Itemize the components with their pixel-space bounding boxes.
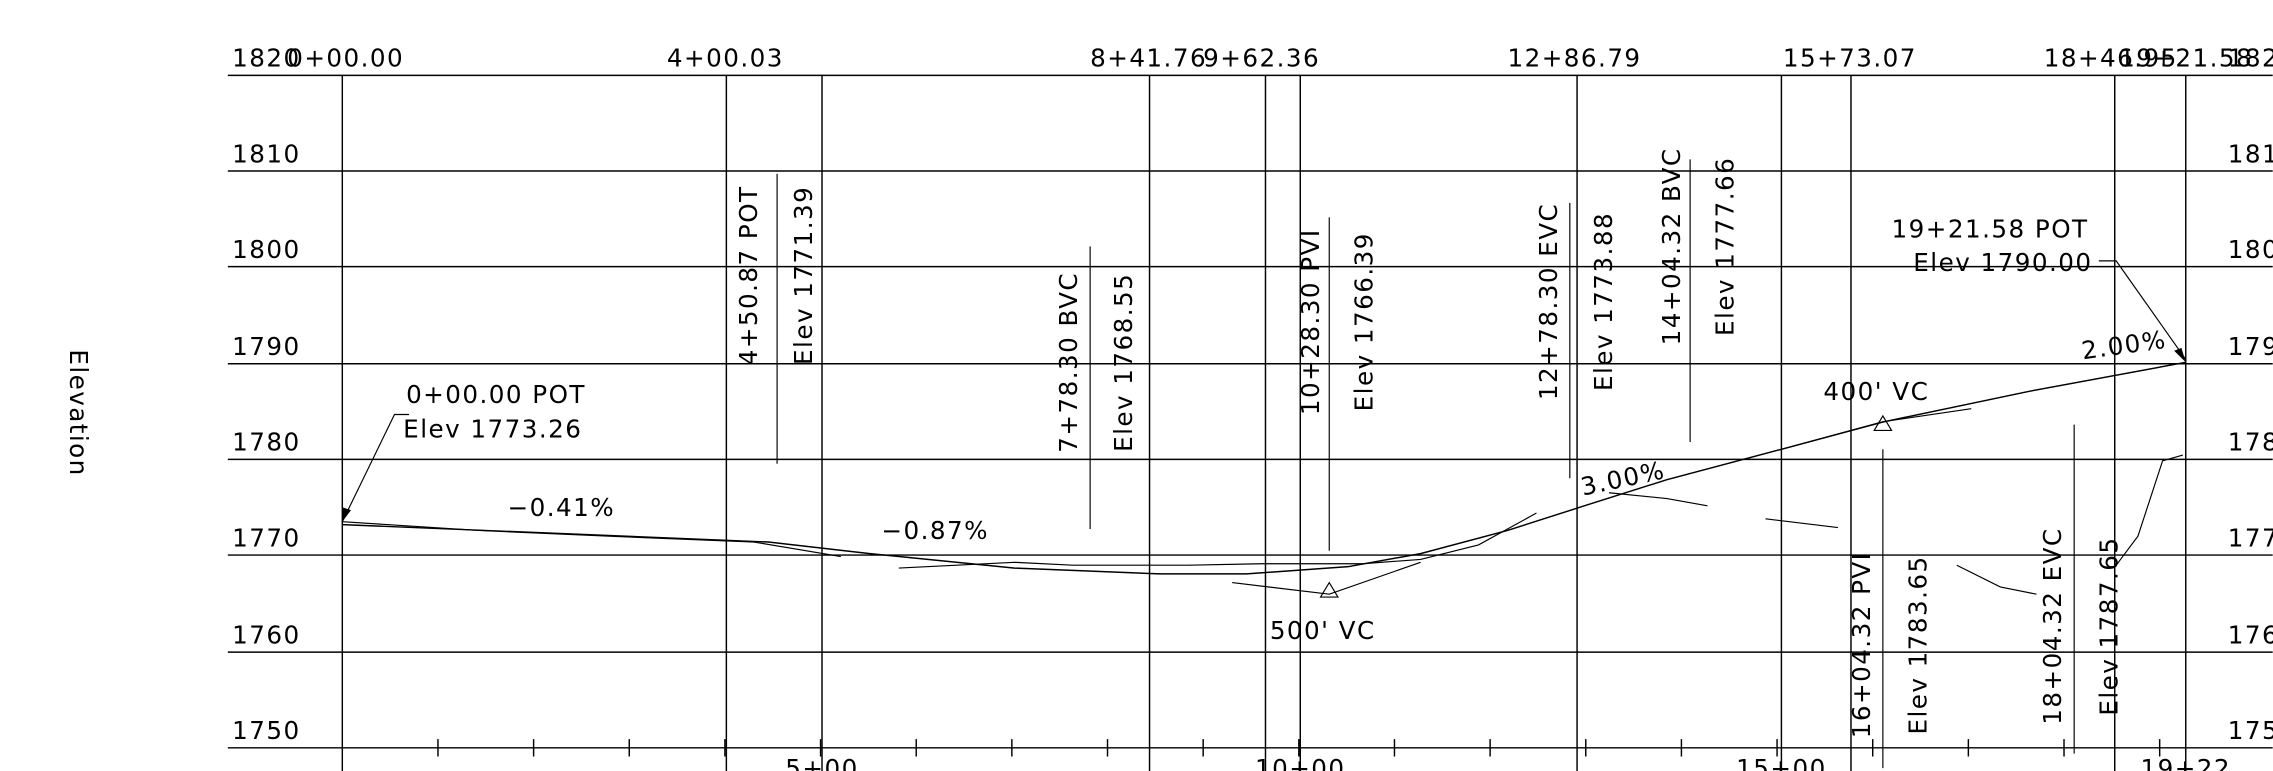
- point-label: 16+04.32 PVI: [1847, 552, 1876, 739]
- curve-label: 500' VC: [1270, 616, 1376, 645]
- station-label: 10+00: [1255, 754, 1346, 771]
- vc-tangent: [1781, 408, 1972, 450]
- station-label: 18+46.95: [2044, 44, 2178, 73]
- existing-ground: [342, 521, 841, 558]
- grade-label: −0.41%: [508, 493, 616, 522]
- point-label: 18+04.32 EVC: [2038, 527, 2067, 724]
- elevation-label: 1800: [232, 235, 300, 264]
- elevation-label: 1780: [232, 428, 300, 457]
- point-label: Elev 1766.39: [1350, 232, 1379, 411]
- station-label: 15+73.07: [1783, 44, 1917, 73]
- station-label: 19+21.58: [2119, 44, 2253, 73]
- leader: [2098, 260, 2187, 360]
- point-label: 0+00.00 POT: [406, 380, 586, 409]
- station-label: 19+22: [2140, 754, 2231, 771]
- elevation-label: 1770: [232, 523, 300, 552]
- elevation-label: 1750: [2228, 716, 2273, 745]
- elevation-label: 1750: [232, 716, 300, 745]
- existing-ground: [1608, 492, 1708, 507]
- elevation-label: 1760: [232, 620, 300, 649]
- pvi-triangle: [1319, 581, 1339, 598]
- curve-label: 400' VC: [1823, 377, 1929, 406]
- elevation-label: 1810: [232, 139, 300, 168]
- arrowhead: [2174, 347, 2186, 363]
- point-label: Elev 1773.26: [403, 415, 582, 444]
- point-label: 14+04.32 BVC: [1657, 147, 1686, 345]
- station-label: 5+00: [785, 754, 858, 771]
- grade-label: 2.00%: [2080, 325, 2169, 366]
- vc-tangent: [1232, 561, 1421, 595]
- station-label: 8+41.76: [1090, 44, 1207, 73]
- pvi-triangle: [1873, 414, 1893, 432]
- point-label: 10+28.30 PVI: [1296, 228, 1325, 415]
- point-label: 4+50.87 POT: [734, 185, 763, 365]
- point-label: Elev 1790.00: [1913, 248, 2092, 277]
- existing-ground: [2115, 454, 2184, 566]
- arrowhead: [342, 507, 352, 522]
- point-label: Elev 1777.66: [1711, 157, 1740, 336]
- leader: [341, 413, 409, 522]
- elevation-label: 1780: [2228, 428, 2273, 457]
- station-label: 15+00: [1736, 754, 1827, 771]
- station-label: 12+86.79: [1508, 44, 1642, 73]
- station-label: 0+00.00: [287, 44, 404, 73]
- existing-ground: [898, 512, 1537, 569]
- point-label: Elev 1783.65: [1903, 555, 1932, 734]
- elevation-label: 1810: [2228, 139, 2273, 168]
- elevation-label: 1790: [232, 332, 300, 361]
- station-label: 4+00.03: [667, 44, 784, 73]
- elevation-label: 1820: [232, 44, 300, 73]
- elevation-label: 1790: [2228, 332, 2273, 361]
- elevation-label: 1760: [2228, 620, 2273, 649]
- elevation-label: 1770: [2228, 523, 2273, 552]
- axis-title: Elevation: [64, 349, 93, 476]
- point-label: 7+78.30 BVC: [1054, 272, 1083, 453]
- elevation-label: 1800: [2228, 235, 2273, 264]
- point-label: Elev 1768.55: [1109, 273, 1138, 452]
- point-label: Elev 1771.39: [789, 186, 818, 365]
- existing-ground: [1956, 564, 2037, 595]
- grade-label: −0.87%: [881, 516, 989, 545]
- point-label: Elev 1773.88: [1589, 212, 1618, 391]
- point-label: 19+21.58 POT: [1892, 215, 2089, 244]
- point-label: 12+78.30 EVC: [1534, 203, 1563, 400]
- existing-ground: [1765, 518, 1839, 529]
- station-label: 9+62.36: [1203, 44, 1320, 73]
- point-label: Elev 1787.65: [2095, 536, 2124, 715]
- elevation-label: 1820: [2228, 44, 2273, 73]
